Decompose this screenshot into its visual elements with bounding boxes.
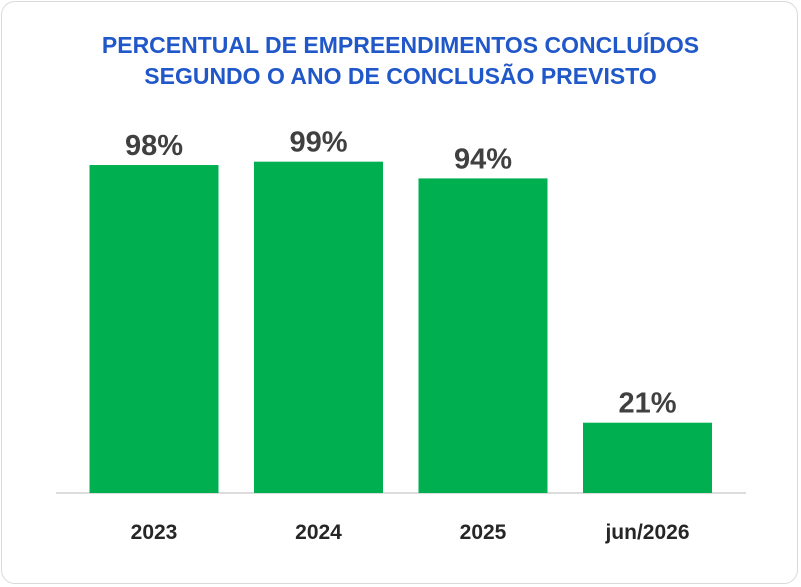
x-tick-label: 2024 bbox=[295, 521, 342, 544]
x-tick-label: jun/2026 bbox=[604, 521, 689, 544]
value-label: 98% bbox=[125, 130, 183, 162]
chart-title: PERCENTUAL DE EMPREENDIMENTOS CONCLUÍDOS… bbox=[0, 30, 801, 92]
x-tick-label: 2025 bbox=[460, 521, 507, 544]
value-labels-group: 98% 99% 94% 21% bbox=[125, 127, 677, 420]
chart-title-line-2: SEGUNDO O ANO DE CONCLUSÃO PREVISTO bbox=[144, 63, 657, 89]
x-tick-label: 2023 bbox=[131, 521, 178, 544]
bar-2023 bbox=[89, 165, 219, 494]
bar-jun-2026 bbox=[583, 422, 712, 493]
value-label: 99% bbox=[289, 127, 347, 159]
x-tick-labels-group: 2023 2024 2025 jun/2026 bbox=[131, 521, 690, 544]
bars-group bbox=[89, 161, 712, 494]
bar-2025 bbox=[418, 178, 548, 493]
chart-title-line-1: PERCENTUAL DE EMPREENDIMENTOS CONCLUÍDOS bbox=[101, 32, 700, 58]
value-label: 21% bbox=[618, 388, 676, 420]
value-label: 94% bbox=[454, 143, 512, 175]
bar-2024 bbox=[254, 161, 383, 493]
